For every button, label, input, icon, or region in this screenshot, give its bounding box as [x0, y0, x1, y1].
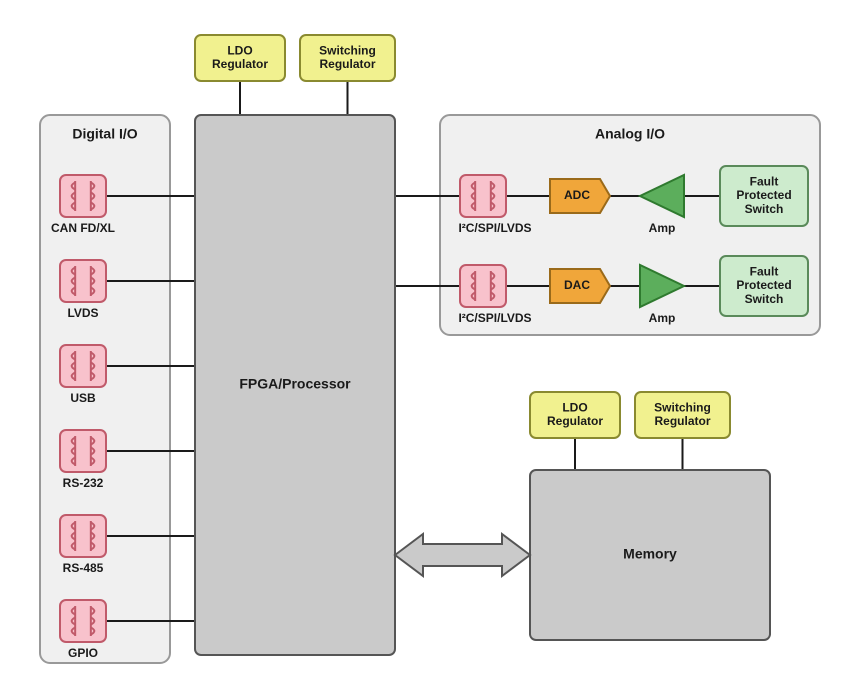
bus-double-arrow — [395, 534, 530, 576]
analog-iface-label: I²C/SPI/LVDS — [458, 311, 531, 325]
top-regulator-0-label: Regulator — [212, 57, 268, 71]
 — [460, 175, 506, 217]
fault-protected-switch-label: Fault — [750, 264, 779, 278]
 — [60, 515, 106, 557]
top-regulator-0-label: LDO — [227, 43, 252, 57]
iface-icon — [60, 345, 106, 387]
: DAC — [564, 278, 590, 292]
 — [60, 430, 106, 472]
mem-regulator-0-label: LDO — [562, 400, 587, 414]
mem-regulator-0-label: Regulator — [547, 414, 603, 428]
top-regulator-1-label: Switching — [319, 43, 376, 57]
 — [60, 600, 106, 642]
iface-label: RS-232 — [63, 476, 104, 490]
amp-label: Amp — [649, 221, 676, 235]
converter-adc: ADC — [550, 179, 610, 213]
iface-label: RS-485 — [63, 561, 104, 575]
iface-icon — [60, 600, 106, 642]
analog-iface-icon — [460, 265, 506, 307]
iface-icon — [60, 175, 106, 217]
fault-protected-switch-label: Protected — [736, 278, 791, 292]
: ADC — [564, 188, 590, 202]
analog-io-title: Analog I/O — [595, 126, 665, 142]
amp-label: Amp — [649, 311, 676, 325]
memory-label: Memory — [623, 546, 677, 562]
 — [60, 345, 106, 387]
iface-label: LVDS — [67, 306, 98, 320]
iface-label: USB — [70, 391, 96, 405]
fault-protected-switch-label: Fault — [750, 174, 779, 188]
fault-protected-switch-label: Switch — [745, 202, 784, 216]
iface-icon — [60, 260, 106, 302]
iface-label: CAN FD/XL — [51, 221, 115, 235]
mem-regulator-1-label: Switching — [654, 400, 711, 414]
iface-icon — [60, 515, 106, 557]
 — [60, 175, 106, 217]
digital-io-title: Digital I/O — [72, 126, 137, 142]
converter-dac: DAC — [550, 269, 610, 303]
analog-iface-label: I²C/SPI/LVDS — [458, 221, 531, 235]
 — [460, 265, 506, 307]
analog-iface-icon — [460, 175, 506, 217]
mem-regulator-1-label: Regulator — [654, 414, 710, 428]
iface-label: GPIO — [68, 646, 98, 660]
 — [60, 260, 106, 302]
top-regulator-1-label: Regulator — [319, 57, 375, 71]
fault-protected-switch-label: Switch — [745, 292, 784, 306]
fpga-processor-label: FPGA/Processor — [239, 376, 351, 392]
iface-icon — [60, 430, 106, 472]
fault-protected-switch-label: Protected — [736, 188, 791, 202]
